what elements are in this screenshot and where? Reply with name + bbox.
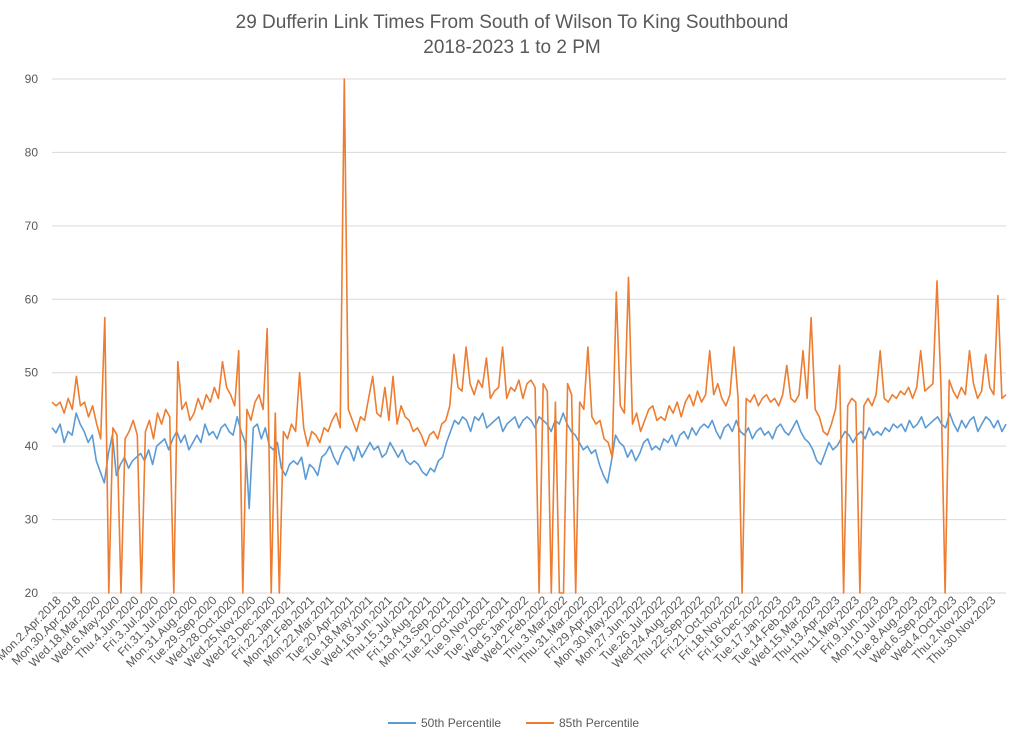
gridlines: [52, 78, 1006, 594]
y-tick-label: 60: [25, 292, 39, 306]
y-tick-label: 30: [25, 513, 39, 527]
plot-area: [51, 78, 1007, 594]
y-tick-label: 80: [25, 145, 39, 159]
y-tick-label: 90: [25, 72, 39, 86]
chart-subtitle: 2018-2023 1 to 2 PM: [423, 37, 600, 58]
series-line-85th-percentile: [51, 78, 1007, 594]
legend-label-50th: 50th Percentile: [421, 716, 501, 730]
legend: 50th Percentile 85th Percentile: [388, 716, 639, 730]
chart-title: 29 Dufferin Link Times From South of Wil…: [236, 12, 789, 33]
legend-label-85th: 85th Percentile: [559, 716, 639, 730]
y-tick-label: 40: [25, 439, 39, 453]
y-tick-label: 20: [25, 586, 39, 600]
y-axis: 20 30 40 50 60 70 80 90: [25, 72, 39, 600]
y-tick-label: 50: [25, 366, 39, 380]
y-tick-label: 70: [25, 219, 39, 233]
